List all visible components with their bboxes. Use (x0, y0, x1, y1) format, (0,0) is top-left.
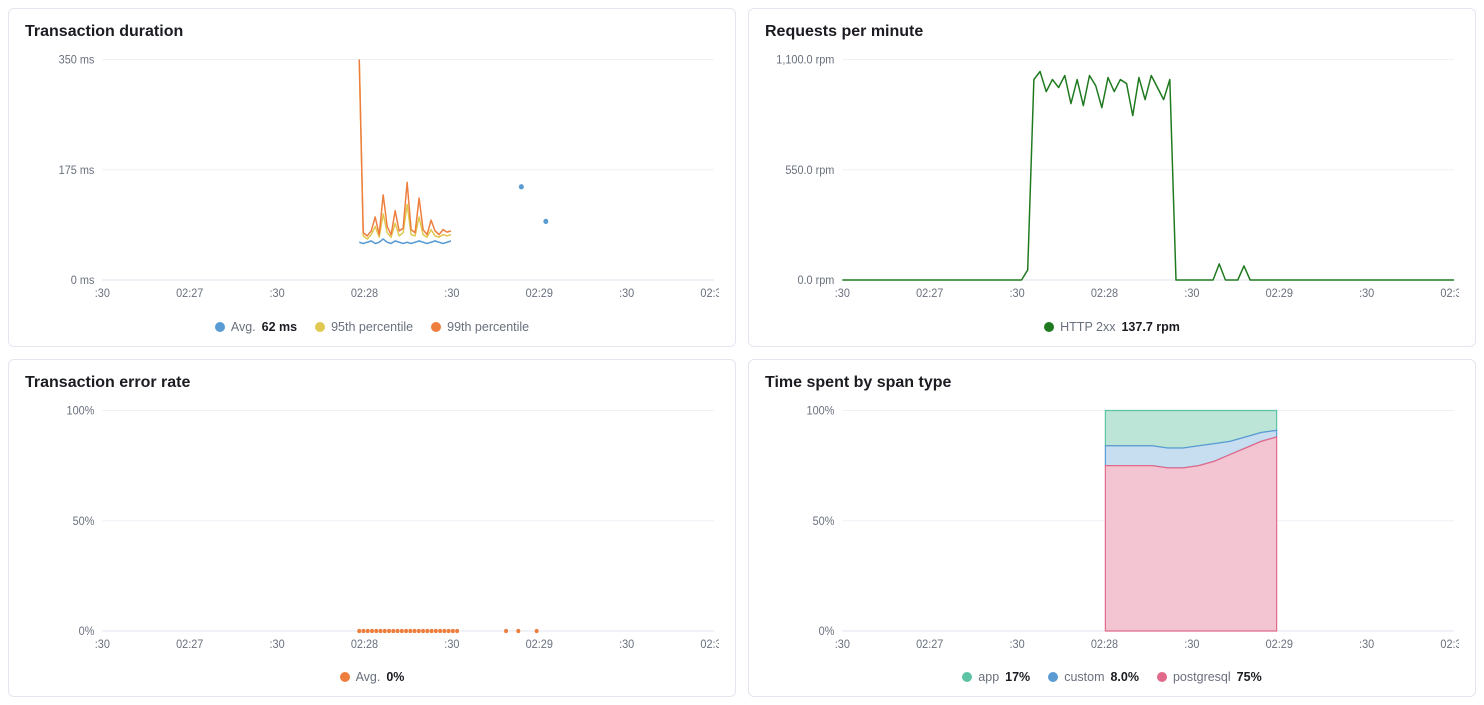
legend-dot-icon (962, 672, 972, 682)
svg-text:0%: 0% (819, 625, 835, 637)
svg-text::30: :30 (444, 288, 459, 300)
panel-requests-per-minute: Requests per minute 0.0 rpm 550.0 rpm 1,10… (748, 8, 1476, 347)
svg-text:100%: 100% (67, 405, 95, 417)
svg-text::30: :30 (1184, 638, 1199, 650)
svg-text::30: :30 (619, 638, 634, 650)
svg-text:02:27: 02:27 (176, 288, 203, 300)
svg-text:02:27: 02:27 (916, 638, 943, 650)
svg-text::30: :30 (1359, 288, 1374, 300)
svg-text:50%: 50% (73, 515, 95, 527)
legend-value: 62 ms (262, 320, 297, 334)
svg-text:0%: 0% (79, 625, 95, 637)
legend-dot-icon (315, 322, 325, 332)
chart-area-rpm[interactable]: 0.0 rpm 550.0 rpm 1,100.0 rpm :30 02:27 :30 02… (765, 49, 1459, 312)
legend-label: postgresql (1173, 670, 1231, 684)
panel-transaction-duration: Transaction duration 0 ms 175 ms 350 ms :30… (8, 8, 736, 347)
legend-label: 99th percentile (447, 320, 529, 334)
svg-text:02:27: 02:27 (916, 288, 943, 300)
svg-text:02:28: 02:28 (351, 638, 378, 650)
svg-text:02:29: 02:29 (1266, 638, 1293, 650)
legend-error-rate: Avg. 0% (25, 662, 719, 686)
svg-text:02:28: 02:28 (351, 288, 378, 300)
legend-value: 17% (1005, 670, 1030, 684)
svg-text:1,100.0 rpm: 1,100.0 rpm (776, 54, 834, 66)
legend-dot-icon (215, 322, 225, 332)
legend-item-avg[interactable]: Avg. 62 ms (215, 320, 297, 334)
panel-title: Transaction error rate (25, 374, 719, 392)
svg-text:02:27: 02:27 (176, 638, 203, 650)
svg-text::30: :30 (835, 288, 850, 300)
legend-dot-icon (340, 672, 350, 682)
panel-title: Transaction duration (25, 23, 719, 41)
svg-text::30: :30 (270, 288, 285, 300)
svg-text:02:28: 02:28 (1091, 288, 1118, 300)
svg-text::30: :30 (95, 638, 110, 650)
svg-text:550.0 rpm: 550.0 rpm (785, 165, 834, 177)
legend-value: 8.0% (1110, 670, 1139, 684)
svg-text::30: :30 (444, 638, 459, 650)
svg-text:02:30: 02:30 (1440, 638, 1459, 650)
svg-text:50%: 50% (813, 515, 835, 527)
legend-label: Avg. (231, 320, 256, 334)
legend-value: 75% (1237, 670, 1262, 684)
legend-value: 0% (386, 670, 404, 684)
svg-text::30: :30 (1010, 638, 1025, 650)
svg-text:350 ms: 350 ms (59, 54, 95, 66)
svg-text::30: :30 (1010, 288, 1025, 300)
svg-text:175 ms: 175 ms (59, 165, 95, 177)
svg-text:0 ms: 0 ms (71, 275, 95, 287)
legend-value: 137.7 rpm (1121, 320, 1179, 334)
legend-item-p95[interactable]: 95th percentile (315, 320, 413, 334)
legend-dot-icon (431, 322, 441, 332)
chart-area-error-rate[interactable]: 0% 50% 100% :30 02:27 :30 02:28 :30 02:29 :30 02:3… (25, 400, 719, 663)
legend-span-type: app 17% custom 8.0% postgresql 75% (765, 662, 1459, 686)
legend-label: app (978, 670, 999, 684)
legend-item-app[interactable]: app 17% (962, 670, 1030, 684)
legend-label: 95th percentile (331, 320, 413, 334)
legend-dot-icon (1044, 322, 1054, 332)
legend-dot-icon (1157, 672, 1167, 682)
svg-text::30: :30 (1184, 288, 1199, 300)
svg-text:02:30: 02:30 (700, 288, 719, 300)
svg-text::30: :30 (95, 288, 110, 300)
svg-text:0.0 rpm: 0.0 rpm (797, 275, 834, 287)
svg-text:02:30: 02:30 (700, 638, 719, 650)
legend-rpm: HTTP 2xx 137.7 rpm (765, 312, 1459, 336)
legend-label: custom (1064, 670, 1104, 684)
svg-text:02:29: 02:29 (1266, 288, 1293, 300)
svg-text::30: :30 (270, 638, 285, 650)
dashboard-grid: Transaction duration 0 ms 175 ms 350 ms :30… (8, 8, 1476, 697)
svg-text:02:29: 02:29 (526, 288, 553, 300)
legend-transaction-duration: Avg. 62 ms 95th percentile 99th percenti… (25, 312, 719, 336)
chart-area-transaction-duration[interactable]: 0 ms 175 ms 350 ms :30 02:27 :30 02:28 :30 02:29… (25, 49, 719, 312)
svg-text:02:30: 02:30 (1440, 288, 1459, 300)
panel-time-spent-by-span-type: Time spent by span type 0% 50% 100% :30 02:2… (748, 359, 1476, 698)
panel-transaction-error-rate: Transaction error rate 0% 50% 100% :30 02:27… (8, 359, 736, 698)
panel-title: Requests per minute (765, 23, 1459, 41)
svg-text:02:28: 02:28 (1091, 638, 1118, 650)
svg-text:02:29: 02:29 (526, 638, 553, 650)
legend-item-avg[interactable]: Avg. 0% (340, 670, 405, 684)
svg-text::30: :30 (619, 288, 634, 300)
legend-label: HTTP 2xx (1060, 320, 1115, 334)
svg-text::30: :30 (1359, 638, 1374, 650)
legend-item-postgresql[interactable]: postgresql 75% (1157, 670, 1262, 684)
svg-text:100%: 100% (807, 405, 835, 417)
legend-item-custom[interactable]: custom 8.0% (1048, 670, 1139, 684)
svg-text::30: :30 (835, 638, 850, 650)
chart-area-span-type[interactable]: 0% 50% 100% :30 02:27 :30 02:28 :30 02:29 :30 02:3… (765, 400, 1459, 663)
legend-item-http2xx[interactable]: HTTP 2xx 137.7 rpm (1044, 320, 1180, 334)
panel-title: Time spent by span type (765, 374, 1459, 392)
legend-label: Avg. (356, 670, 381, 684)
legend-dot-icon (1048, 672, 1058, 682)
legend-item-p99[interactable]: 99th percentile (431, 320, 529, 334)
